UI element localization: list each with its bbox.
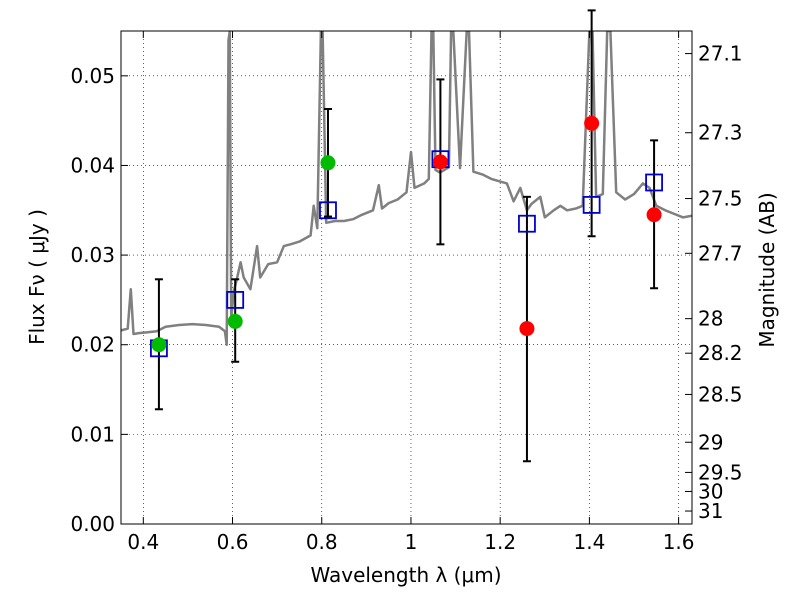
model-spectrum-line — [121, 31, 692, 346]
x-tick-label: 1.4 — [573, 530, 605, 554]
y-tick-label: 0.04 — [70, 153, 115, 177]
x-axis-label: Wavelength λ (μm) — [310, 563, 501, 587]
y-tick-label: 0.00 — [70, 512, 115, 536]
x-tick-label: 0.6 — [217, 530, 249, 554]
magnitude-tick-label: 28.2 — [698, 341, 743, 365]
magnitude-tick-label: 27.7 — [698, 241, 743, 265]
y-tick-label: 0.01 — [70, 422, 115, 446]
y-tick-label: 0.02 — [70, 333, 115, 357]
plot-area — [121, 9, 692, 463]
magnitude-tick-label: 31 — [698, 499, 723, 523]
model-square-point — [319, 201, 337, 220]
magnitude-tick-label: 27.3 — [698, 121, 743, 145]
red-data-point — [432, 154, 448, 170]
y-axis-label: Flux Fν ( μJy ) — [25, 209, 49, 345]
axes: 0.4 0.6 0.8 1 1.2 1.4 1.6 0.00 0.01 0.02 0.03 0.04 0… — [70, 31, 743, 554]
magnitude-axis-label: Magnitude (AB) — [755, 192, 779, 347]
model-square-point — [518, 214, 536, 233]
magnitude-tick-label: 30 — [698, 479, 723, 503]
x-tick-label: 1.6 — [663, 530, 695, 554]
plot-frame — [120, 30, 693, 525]
y-tick-label: 0.03 — [70, 243, 115, 267]
magnitude-tick-label: 27.5 — [698, 187, 743, 211]
x-tick-label: 0.8 — [306, 530, 338, 554]
magnitude-tick-label: 29.5 — [698, 460, 743, 484]
x-tick-label: 1.2 — [484, 530, 516, 554]
magnitude-tick-label: 28 — [698, 307, 723, 331]
green-data-point — [227, 313, 243, 329]
green-data-point — [151, 337, 167, 353]
model-square-point — [226, 291, 245, 309]
magnitude-tick-label: 29 — [698, 430, 723, 454]
red-data-point — [646, 207, 662, 223]
red-data-point — [584, 115, 600, 131]
model-square-point — [645, 173, 663, 192]
x-tick-label: 1 — [405, 530, 418, 554]
magnitude-tick-label: 28.5 — [698, 382, 743, 406]
magnitude-tick-label: 27.1 — [698, 42, 743, 66]
x-tick-label: 0.4 — [127, 530, 159, 554]
model-square-point — [582, 195, 601, 214]
y-tick-label: 0.05 — [70, 64, 115, 88]
green-data-point — [320, 155, 336, 171]
red-data-point — [519, 321, 535, 337]
